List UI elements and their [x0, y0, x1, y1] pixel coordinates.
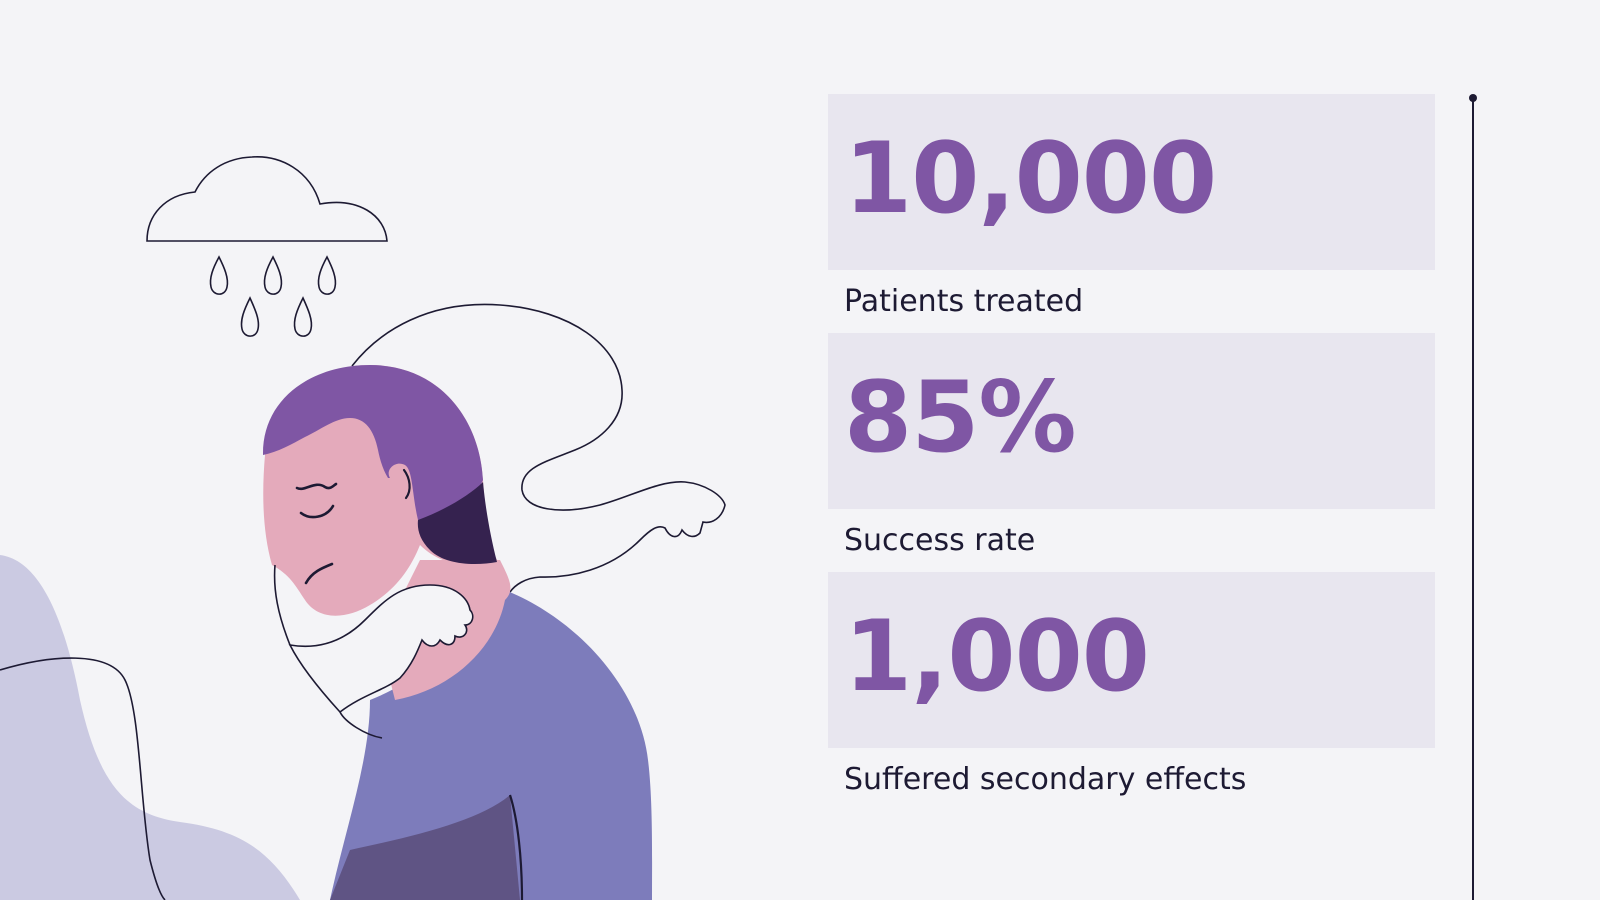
arm — [288, 584, 474, 714]
stat-secondary-effects: 1,000 Suffered secondary effects — [828, 572, 1435, 798]
shirt — [330, 590, 653, 900]
hair — [262, 365, 483, 520]
rain-cloud-icon — [146, 156, 388, 337]
hair-back — [417, 482, 497, 565]
sick-person-illustration — [0, 156, 726, 900]
stat-box: 1,000 — [828, 572, 1435, 748]
stat-label: Suffered secondary effects — [844, 762, 1247, 797]
stat-box: 10,000 — [828, 94, 1435, 270]
stat-value: 85% — [844, 361, 1077, 475]
stat-success-rate: 85% Success rate — [828, 333, 1435, 559]
stat-box: 85% — [828, 333, 1435, 509]
stat-patients-treated: 10,000 Patients treated — [828, 94, 1435, 320]
decorative-line — [0, 657, 166, 900]
background-blob — [0, 555, 300, 900]
stat-label: Success rate — [844, 523, 1036, 558]
stat-label: Patients treated — [844, 284, 1084, 319]
stat-value: 1,000 — [844, 600, 1150, 714]
shirt-shadow — [330, 795, 520, 900]
cough-cloud-outline — [351, 303, 726, 593]
stat-value: 10,000 — [844, 122, 1217, 236]
timeline-line — [1472, 98, 1474, 900]
